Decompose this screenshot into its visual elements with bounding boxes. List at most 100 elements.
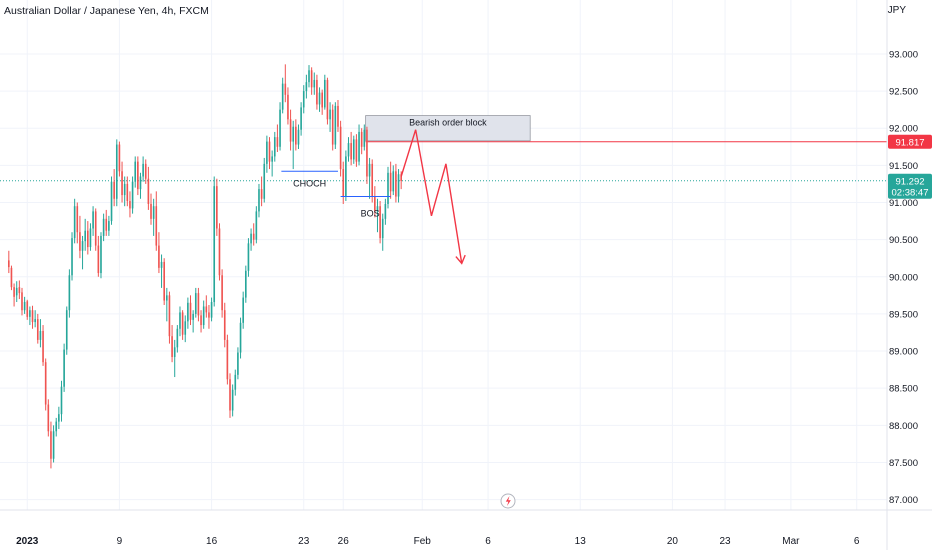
candle-down [171, 336, 173, 357]
candle-down [97, 245, 100, 274]
countdown-text: 02:38:47 [892, 187, 929, 198]
candle-up [297, 129, 300, 145]
candle-up [250, 233, 252, 244]
candle-down [26, 301, 29, 317]
y-tick-label: 89.000 [889, 347, 918, 358]
candle-up [334, 105, 337, 145]
candle-down [36, 319, 39, 340]
projection-path [400, 129, 463, 264]
x-tick-label: 6 [485, 536, 491, 547]
candle-up [292, 126, 295, 142]
candle-down [326, 79, 329, 120]
candle-down [189, 302, 192, 320]
candle-up [187, 302, 189, 322]
candle-up [160, 261, 163, 268]
candle-down [126, 183, 129, 202]
candle-up [39, 330, 42, 340]
candle-down [321, 92, 323, 108]
candle-up [239, 322, 242, 353]
candle-up [266, 141, 268, 164]
candle-up [213, 186, 216, 303]
candle-down [200, 315, 202, 326]
chart-title: Australian Dollar / Japanese Yen, 4h, FX… [4, 5, 209, 17]
x-tick-label: 26 [338, 536, 350, 547]
lightning-icon[interactable] [500, 493, 516, 509]
candle-up [258, 189, 260, 212]
candle-up [231, 389, 234, 411]
candle-up [165, 295, 168, 301]
candle-up [345, 156, 347, 197]
x-tick-label: Mar [782, 536, 800, 547]
candle-down [137, 161, 139, 190]
candle-up [263, 163, 266, 199]
y-tick-label: 92.000 [889, 124, 918, 135]
candle-up [81, 241, 84, 251]
candle-down [223, 310, 226, 340]
candle-down [342, 169, 345, 197]
candle-up [368, 163, 371, 177]
last-price-badge [888, 173, 932, 199]
candle-up [184, 321, 187, 335]
candle-down [366, 129, 368, 177]
candle-down [389, 172, 392, 192]
candle-up [29, 310, 31, 317]
currency-label: JPY [887, 5, 906, 16]
candle-down [371, 163, 374, 197]
candle-up [55, 421, 58, 432]
candle-up [100, 235, 102, 274]
candle-down [121, 171, 123, 196]
candle-up [15, 287, 18, 296]
candle-down [221, 275, 223, 311]
x-tick-label: 9 [117, 536, 123, 547]
candle-down [295, 126, 297, 145]
candle-up [244, 270, 247, 298]
candle-down [181, 312, 184, 335]
candle-up [392, 171, 395, 192]
candle-down [350, 143, 352, 160]
candle-up [108, 221, 110, 231]
candle-up [58, 414, 60, 422]
candle-down [31, 310, 34, 323]
y-tick-label: 88.000 [889, 421, 918, 432]
y-tick-label: 89.500 [889, 309, 918, 320]
candle-up [102, 218, 105, 236]
candle-down [10, 267, 13, 288]
candle-down [316, 79, 318, 105]
candle-down [360, 131, 363, 147]
candle-up [363, 129, 366, 147]
candle-down [355, 139, 358, 162]
projection-arrowhead [455, 254, 466, 265]
candle-down [47, 404, 50, 432]
candle-up [237, 352, 239, 375]
candle-down [268, 141, 271, 162]
candle-up [318, 92, 321, 105]
candle-down [163, 261, 165, 301]
annotations-foreground: CHOCH BOS Bearish order block [281, 118, 487, 265]
candle-up [329, 109, 331, 120]
candle-down [155, 206, 158, 246]
candle-down [374, 196, 376, 212]
candle-down [50, 431, 52, 459]
candle-down [395, 171, 397, 197]
candle-up [397, 174, 400, 197]
candle-up [210, 302, 213, 318]
x-tick-label: 23 [719, 536, 731, 547]
candle-down [310, 70, 313, 88]
candle-down [168, 295, 171, 337]
candle-down [218, 228, 221, 276]
candle-up [134, 161, 137, 182]
candle-down [87, 230, 89, 248]
candle-up [73, 206, 76, 239]
candle-up [34, 319, 36, 323]
y-tick-label: 88.500 [889, 384, 918, 395]
candle-up [92, 211, 94, 229]
candle-down [76, 206, 79, 233]
candle-down [276, 137, 279, 147]
candle-up [179, 312, 181, 329]
candle-up [313, 79, 316, 88]
candle-down [379, 206, 381, 239]
candle-up [63, 349, 65, 387]
level-price-text: 91.817 [895, 137, 924, 148]
